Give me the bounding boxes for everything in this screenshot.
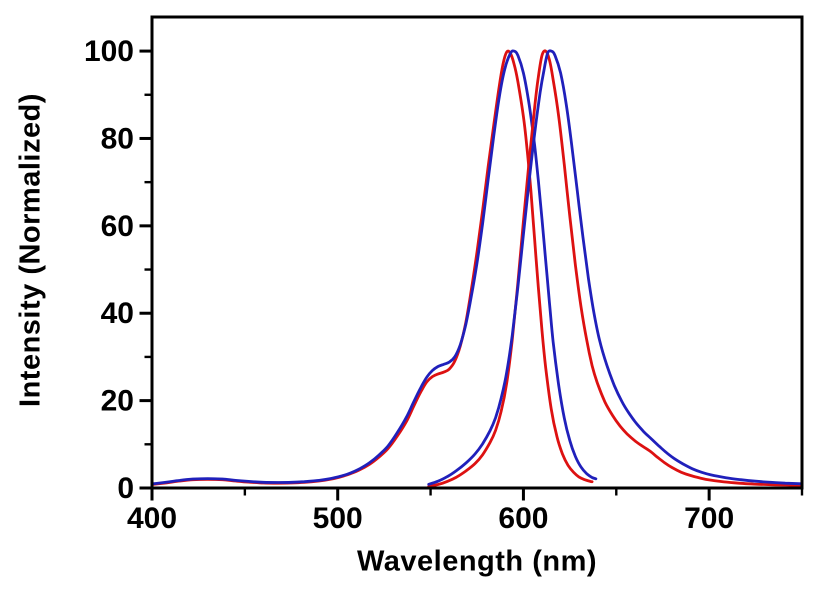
plot-frame	[150, 15, 804, 490]
x-tick-label: 400	[127, 502, 177, 535]
y-tick-label: 20	[101, 385, 134, 418]
series-line-emission-blue	[427, 49, 804, 486]
x-tick-label: 700	[684, 502, 734, 535]
y-tick-label: 60	[101, 210, 134, 243]
y-tick-label: 0	[117, 472, 134, 505]
x-axis-title: Wavelength (nm)	[356, 545, 598, 578]
y-axis-title: Intensity (Normalized)	[14, 93, 47, 407]
x-tick-label: 600	[498, 502, 548, 535]
y-tick-label: 40	[101, 297, 134, 330]
series-line-emission-red	[427, 49, 804, 488]
y-tick-label: 80	[101, 122, 134, 155]
series-line-excitation-blue	[150, 49, 598, 486]
x-tick-label: 500	[313, 502, 363, 535]
y-tick-label: 100	[84, 35, 134, 68]
